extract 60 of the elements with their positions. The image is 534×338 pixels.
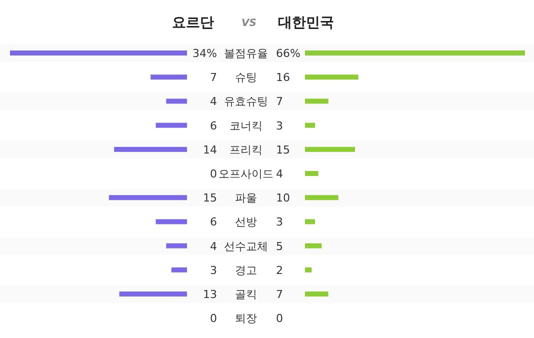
data-label: 6	[210, 216, 217, 229]
category-label: 경고	[235, 264, 257, 277]
data-label: 13	[203, 288, 217, 301]
category-label: 선수교체	[224, 240, 268, 253]
category-label: 코너킥	[230, 119, 262, 132]
bar	[305, 219, 315, 224]
category-label: 선방	[235, 216, 257, 229]
data-label: 3	[210, 264, 217, 277]
data-label: 14	[203, 143, 217, 156]
bar	[166, 98, 187, 104]
data-label: 3	[276, 119, 283, 132]
data-label: 0	[276, 312, 283, 326]
bar	[119, 292, 187, 296]
bar	[171, 267, 187, 272]
data-label: 15	[203, 192, 217, 205]
category-label: 프리킥	[230, 143, 262, 156]
bar	[305, 243, 322, 248]
category-label: 유효슈팅	[224, 95, 268, 108]
bar	[305, 122, 315, 128]
data-label: 15	[276, 143, 290, 156]
data-label: 0	[210, 168, 217, 180]
data-label: 4	[210, 95, 217, 108]
bar	[305, 146, 355, 152]
bar	[166, 243, 187, 248]
category-label: 볼점유율	[224, 47, 268, 60]
bar	[305, 171, 318, 176]
bar	[305, 195, 338, 200]
bar	[156, 219, 187, 224]
bar	[108, 195, 187, 200]
bar	[114, 146, 187, 152]
data-label: 10	[276, 192, 290, 205]
bar	[305, 98, 328, 104]
category-label: 골킥	[235, 288, 257, 301]
data-label: 5	[276, 240, 283, 253]
series-label: 대한민국	[278, 15, 334, 31]
data-label: 4	[210, 240, 217, 253]
data-label: 16	[276, 71, 290, 84]
category-label: 오프사이드	[218, 168, 274, 180]
bar	[150, 74, 187, 80]
series-label: 요르단	[172, 15, 214, 31]
data-label: 66%	[276, 47, 300, 60]
bar	[305, 74, 358, 80]
bar	[305, 50, 525, 56]
data-label: 2	[276, 264, 283, 277]
data-label: 34%	[192, 47, 217, 60]
text: VS	[242, 18, 256, 29]
data-label: 7	[210, 71, 217, 84]
data-label: 7	[276, 288, 283, 301]
category-label: 퇴장	[235, 312, 257, 326]
data-label: 4	[276, 168, 283, 180]
bar	[305, 267, 312, 272]
data-label: 6	[210, 119, 217, 132]
data-label: 7	[276, 95, 283, 108]
bar	[10, 50, 187, 56]
bar	[305, 292, 328, 296]
category-label: 슈팅	[235, 71, 257, 84]
category-label: 파울	[235, 192, 257, 205]
bar	[156, 122, 187, 128]
data-label: 3	[276, 216, 283, 229]
data-label: 0	[210, 312, 217, 326]
